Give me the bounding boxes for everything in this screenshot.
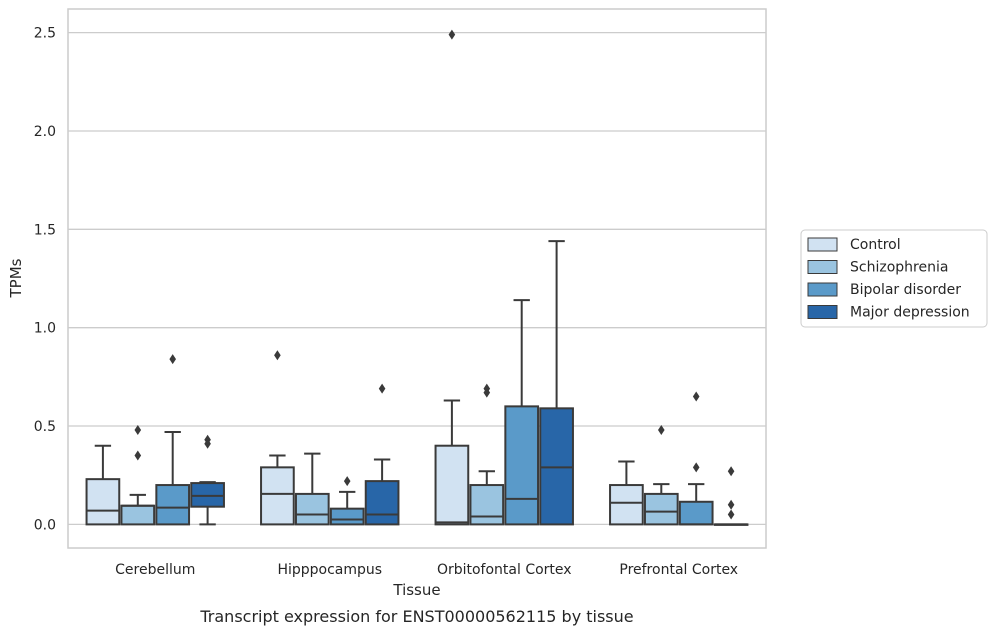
box-iqr [469,484,505,526]
outlier-point [343,476,351,487]
box-bipolar-disorder [504,299,540,526]
box-iqr [643,492,679,526]
plot-frame [67,8,767,549]
box-series [85,29,749,526]
box-iqr [434,444,470,526]
legend-label: Bipolar disorder [850,282,961,298]
outlier-point [378,383,386,394]
outlier-point [658,424,665,435]
outlier-point [692,462,700,473]
box-major-depression [539,240,574,526]
box-iqr [120,504,156,526]
x-tick-label: Cerebellum [115,562,195,578]
legend-label: Major depression [850,305,970,321]
box-bipolar-disorder [329,476,365,526]
y-tick-labels: 0.0 0.5 1.0 1.5 2.0 2.5 [34,26,56,534]
y-tick-label: 0.0 [34,517,56,533]
outlier-point [134,424,142,435]
box-schizophrenia [294,452,330,526]
legend-swatch [807,305,838,319]
y-tick-label: 1.5 [34,222,56,238]
box-iqr [504,405,540,526]
outlier-point [169,354,176,365]
box-iqr [155,484,191,526]
outlier-point [274,350,281,361]
legend-label: Control [850,237,901,253]
outlier-point [204,434,211,445]
box-major-depression [190,434,225,526]
box-iqr [329,507,365,526]
y-tick-label: 2.5 [34,26,56,42]
legend-swatch [807,237,838,252]
outlier-point [134,450,142,461]
y-axis-label: TPMs [7,258,25,298]
chart-caption: Transcript expression for ENST0000056211… [199,607,633,626]
box-major-depression [713,466,749,526]
box-iqr [609,484,644,526]
outlier-point [727,509,735,520]
outlier-point [727,499,735,510]
box-bipolar-disorder [678,391,714,526]
x-tick-label: Prefrontal Cortex [619,562,738,578]
box-iqr [364,480,400,526]
box-iqr [85,478,121,526]
outlier-point [483,383,491,394]
box-control [609,460,644,526]
box-control [434,29,470,526]
legend-frame [800,229,988,328]
y-tick-label: 1.0 [34,321,56,337]
box-control [260,350,295,526]
outlier-point [692,391,700,402]
box-control [85,444,121,526]
y-tick-label: 2.0 [34,124,56,140]
x-tick-labels: Cerebellum Hipppocampus Orbitofontal Corte… [115,562,738,578]
outlier-point [448,29,456,40]
box-iqr [294,492,330,526]
legend: Control Schizophrenia Bipolar disorder Majo… [800,229,988,328]
legend-swatch [807,260,838,274]
x-tick-label: Orbitofontal Cortex [437,562,572,578]
box-major-depression [364,383,400,526]
y-tick-label: 0.5 [34,419,56,435]
box-iqr [260,466,295,526]
x-axis-label: Tissue [392,581,440,599]
legend-swatch [807,282,838,297]
box-iqr [678,500,714,526]
box-schizophrenia [643,424,679,526]
box-bipolar-disorder [155,354,191,526]
box-schizophrenia [469,383,505,526]
outlier-point [727,466,735,477]
legend-label: Schizophrenia [850,260,948,276]
x-tick-label: Hipppocampus [277,562,382,578]
box-schizophrenia [120,424,156,526]
